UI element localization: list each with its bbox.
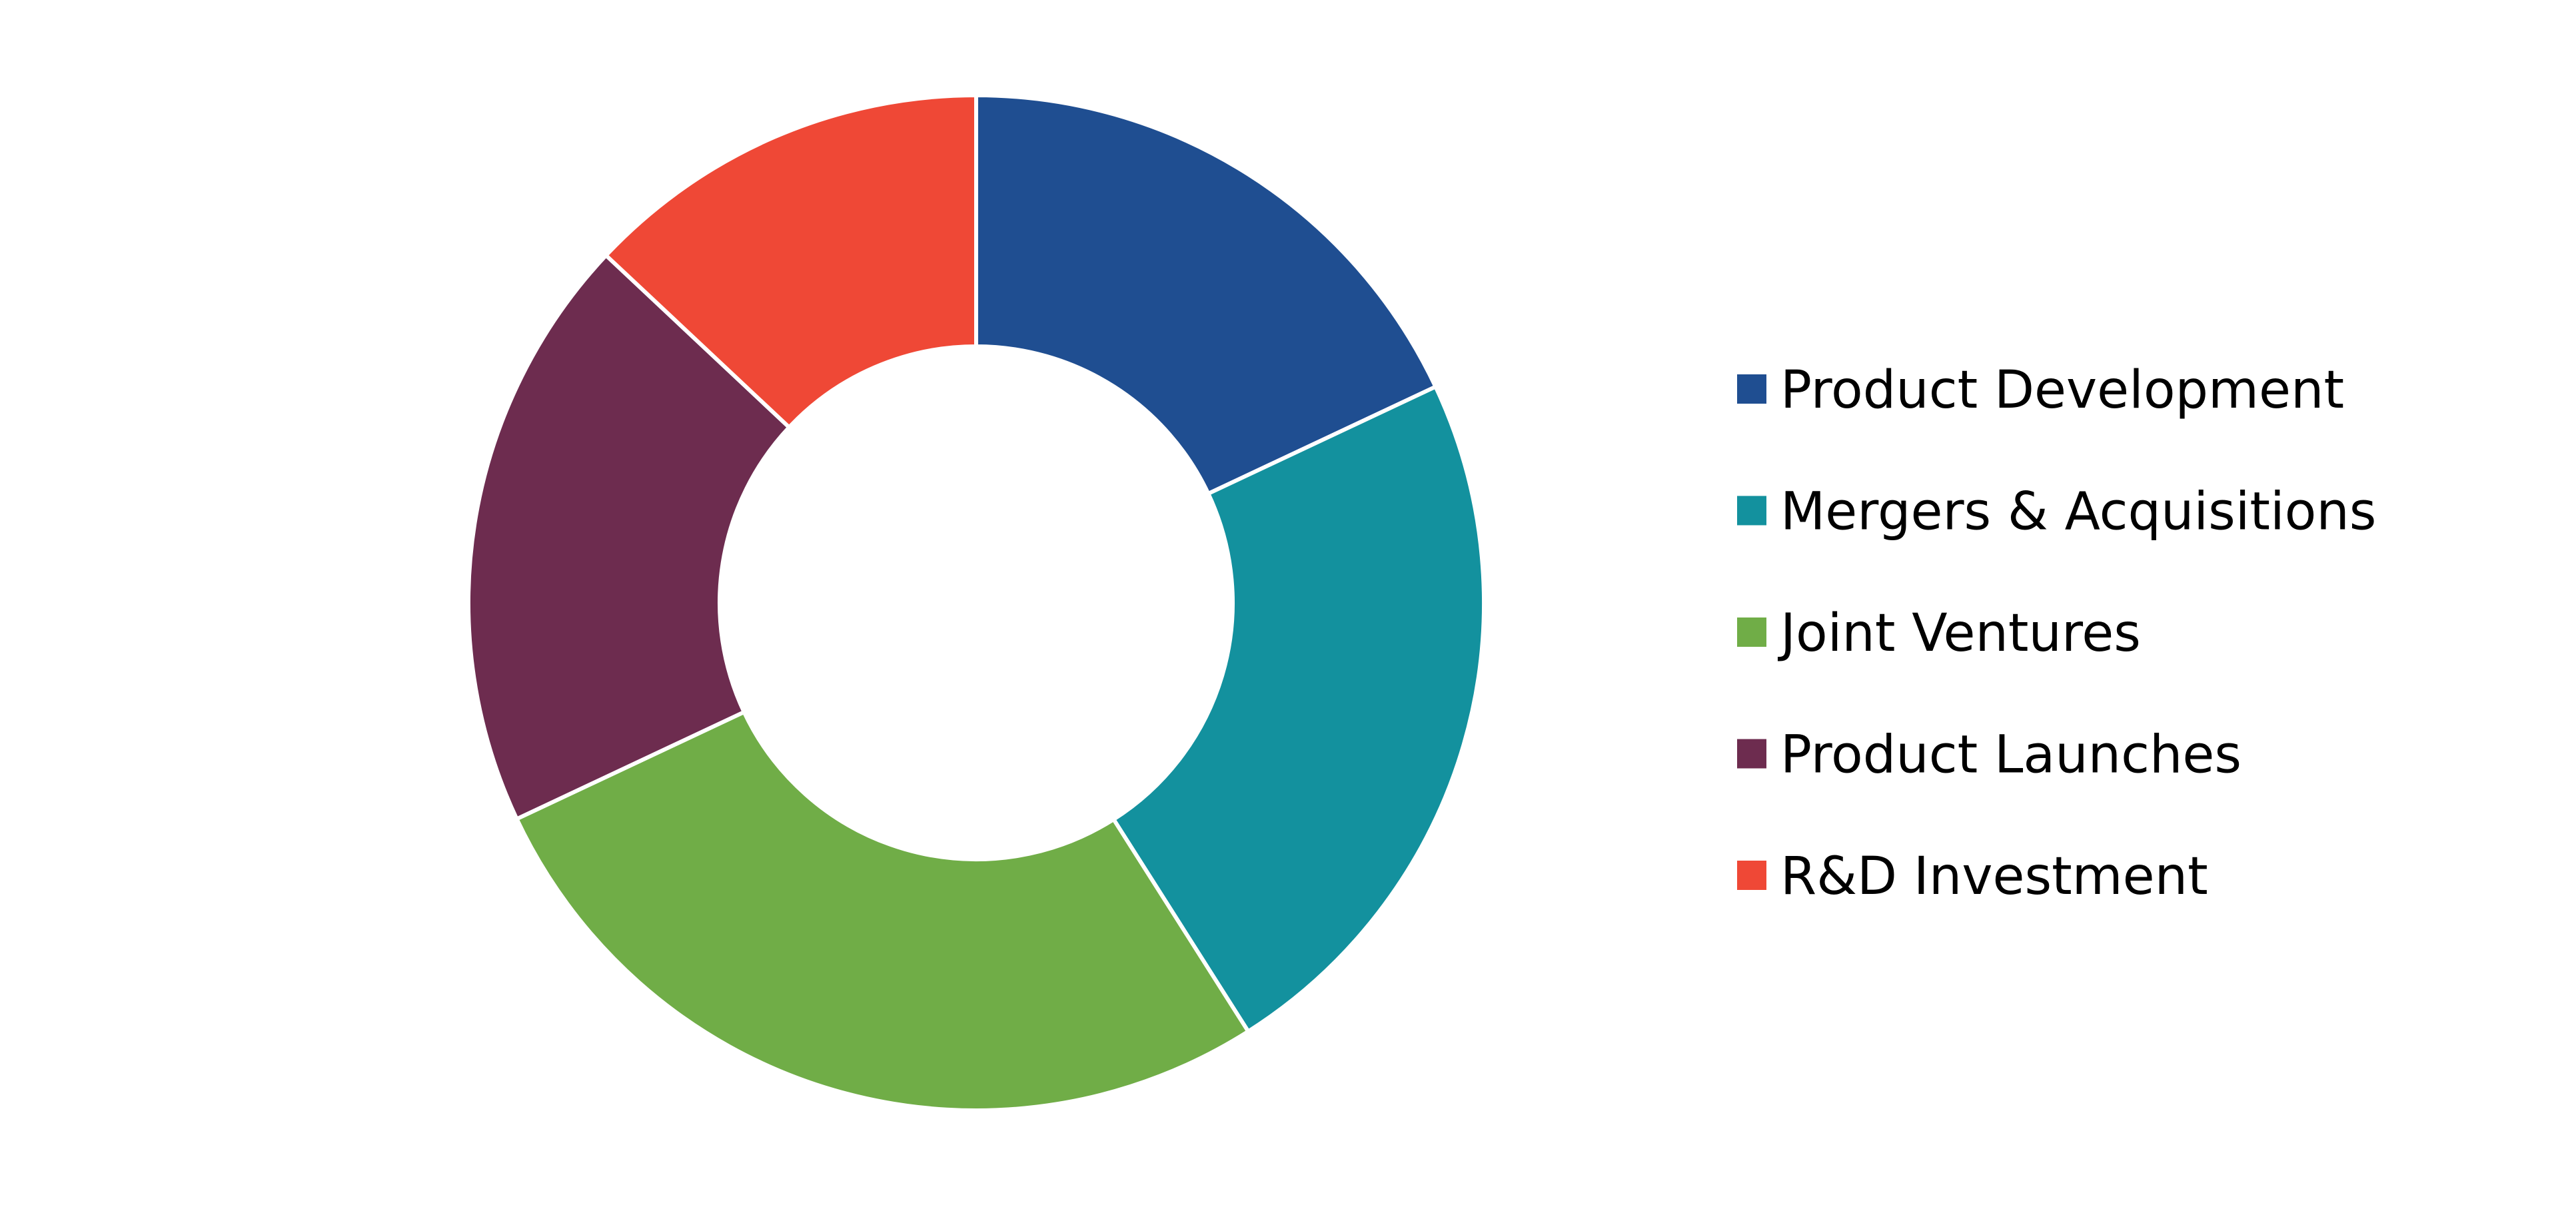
legend-swatch	[1737, 496, 1766, 526]
legend-item: Joint Ventures	[1737, 604, 2141, 663]
legend-item: Product Development	[1737, 360, 2344, 420]
donut-slice-product-launches	[466, 252, 792, 822]
legend-swatch	[1737, 861, 1766, 890]
donut-slice-joint-ventures	[514, 709, 1251, 1113]
legend-item: Product Launches	[1737, 725, 2242, 785]
legend-label: R&D Investment	[1780, 847, 2208, 907]
legend-label: Joint Ventures	[1777, 604, 2141, 663]
legend-item: Mergers & Acquisitions	[1737, 482, 2376, 542]
donut-slice-product-development	[974, 93, 1439, 497]
legend-swatch	[1737, 374, 1766, 404]
legend: Product Development Mergers & Acquisition…	[1737, 360, 2376, 907]
donut-slice-mergers-acquisitions	[1111, 384, 1486, 1034]
legend-label: Mergers & Acquisitions	[1780, 482, 2376, 542]
legend-swatch	[1737, 739, 1766, 769]
legend-swatch	[1737, 617, 1766, 647]
donut-slice-r-d-investment	[603, 93, 978, 430]
donut-slices	[466, 93, 1486, 1113]
legend-item: R&D Investment	[1737, 847, 2208, 907]
legend-label: Product Launches	[1780, 725, 2242, 785]
legend-label: Product Development	[1780, 360, 2344, 420]
